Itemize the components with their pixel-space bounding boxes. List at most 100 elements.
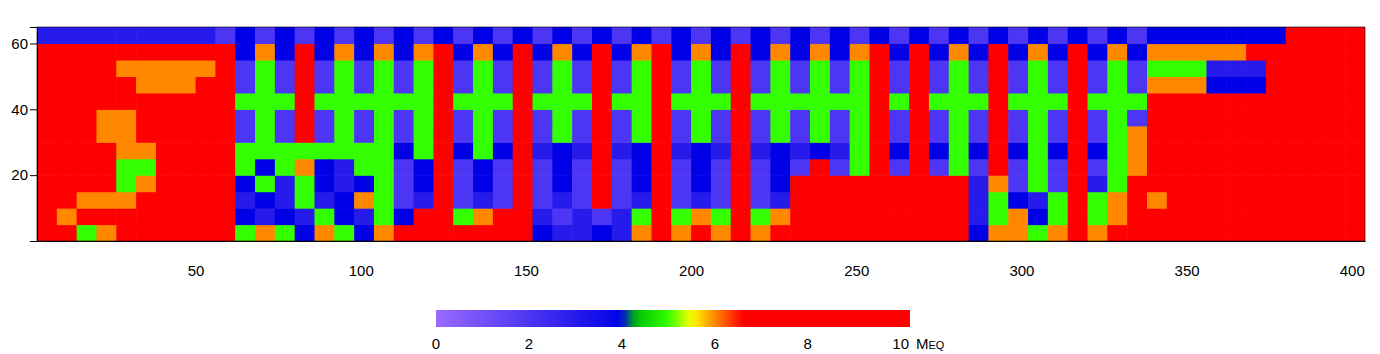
heatmap-cell: [453, 109, 473, 126]
heatmap-cell: [453, 93, 473, 110]
heatmap-cell: [1266, 192, 1286, 209]
colorbar: [436, 310, 910, 327]
heatmap-cell: [1306, 76, 1326, 93]
heatmap-cell: [651, 175, 671, 192]
heatmap-cell: [215, 60, 235, 77]
heatmap-cell: [909, 109, 929, 126]
heatmap-cell: [156, 76, 176, 93]
heatmap-cell: [1206, 126, 1226, 143]
heatmap-cell: [889, 43, 909, 60]
heatmap-cell: [513, 126, 533, 143]
heatmap-cell: [414, 192, 434, 209]
heatmap-cell: [116, 93, 136, 110]
heatmap-cell: [176, 109, 196, 126]
heatmap-cell: [235, 27, 255, 44]
heatmap-cell: [592, 175, 612, 192]
heatmap-cell: [869, 43, 889, 60]
heatmap-cell: [1226, 208, 1246, 225]
heatmap-cell: [275, 109, 295, 126]
heatmap-cell: [751, 93, 771, 110]
x-tick-label: 350: [1175, 262, 1200, 279]
heatmap-cell: [433, 76, 453, 93]
heatmap-cell: [1048, 27, 1068, 44]
heatmap-cell: [830, 60, 850, 77]
heatmap-cell: [156, 192, 176, 209]
heatmap-cell: [37, 126, 57, 143]
heatmap-cell: [96, 159, 116, 176]
heatmap-cell: [196, 43, 216, 60]
heatmap-cell: [731, 43, 751, 60]
heatmap-cell: [552, 93, 572, 110]
heatmap-cell: [790, 126, 810, 143]
heatmap-cell: [988, 225, 1008, 241]
heatmap-cell: [275, 225, 295, 241]
heatmap-cell: [1246, 76, 1266, 93]
heatmap-cell: [1167, 76, 1187, 93]
chart: 501001502002503003504002040600246810Meq: [0, 0, 1380, 354]
heatmap-cell: [830, 126, 850, 143]
heatmap-cell: [612, 93, 632, 110]
heatmap-cell: [651, 93, 671, 110]
heatmap-cell: [215, 93, 235, 110]
heatmap-cell: [493, 60, 513, 77]
heatmap-cell: [334, 109, 354, 126]
heatmap-cell: [988, 93, 1008, 110]
heatmap-cell: [1206, 225, 1226, 241]
heatmap-cell: [1127, 76, 1147, 93]
heatmap-cell: [651, 126, 671, 143]
heatmap-cell: [572, 76, 592, 93]
heatmap-cell: [1048, 93, 1068, 110]
heatmap-cell: [1325, 159, 1345, 176]
heatmap-cell: [176, 93, 196, 110]
x-tick-label: 400: [1340, 262, 1365, 279]
heatmap-cell: [1226, 109, 1246, 126]
heatmap-cell: [929, 192, 949, 209]
heatmap-cell: [215, 192, 235, 209]
heatmap-cell: [453, 27, 473, 44]
heatmap-cell: [691, 192, 711, 209]
heatmap-cell: [1028, 208, 1048, 225]
heatmap-cell: [711, 208, 731, 225]
heatmap-cell: [116, 192, 136, 209]
heatmap-cell: [215, 43, 235, 60]
heatmap-cell: [295, 43, 315, 60]
heatmap-cell: [57, 109, 77, 126]
heatmap-cell: [830, 192, 850, 209]
heatmap-cell: [1345, 192, 1365, 209]
heatmap-cell: [1286, 93, 1306, 110]
heatmap-cell: [1306, 43, 1326, 60]
heatmap-cell: [394, 93, 414, 110]
heatmap-cell: [493, 192, 513, 209]
heatmap-cell: [949, 43, 969, 60]
heatmap-cell: [810, 225, 830, 241]
heatmap-cell: [473, 142, 493, 159]
heatmap-cell: [751, 109, 771, 126]
heatmap-cell: [790, 192, 810, 209]
heatmap-cell: [255, 208, 275, 225]
heatmap-cell: [533, 76, 553, 93]
heatmap-cell: [176, 225, 196, 241]
heatmap-cell: [1167, 27, 1187, 44]
heatmap-cell: [651, 142, 671, 159]
heatmap-cell: [770, 60, 790, 77]
heatmap-cell: [1147, 76, 1167, 93]
heatmap-cell: [1008, 175, 1028, 192]
heatmap-cell: [295, 126, 315, 143]
y-tick-label: 60: [11, 35, 28, 52]
heatmap-cell: [433, 175, 453, 192]
heatmap-cell: [136, 225, 156, 241]
heatmap-cell: [1028, 192, 1048, 209]
heatmap-cell: [552, 27, 572, 44]
heatmap-cell: [314, 27, 334, 44]
heatmap-cell: [969, 159, 989, 176]
x-tick: 250: [844, 241, 869, 279]
heatmap-cell: [909, 208, 929, 225]
heatmap-cell: [57, 93, 77, 110]
heatmap-cell: [473, 109, 493, 126]
y-axis-line: [30, 28, 38, 242]
heatmap-cell: [1345, 76, 1365, 93]
heatmap-cell: [1206, 27, 1226, 44]
x-tick-label: 200: [679, 262, 704, 279]
heatmap-cell: [592, 126, 612, 143]
heatmap-cell: [909, 126, 929, 143]
